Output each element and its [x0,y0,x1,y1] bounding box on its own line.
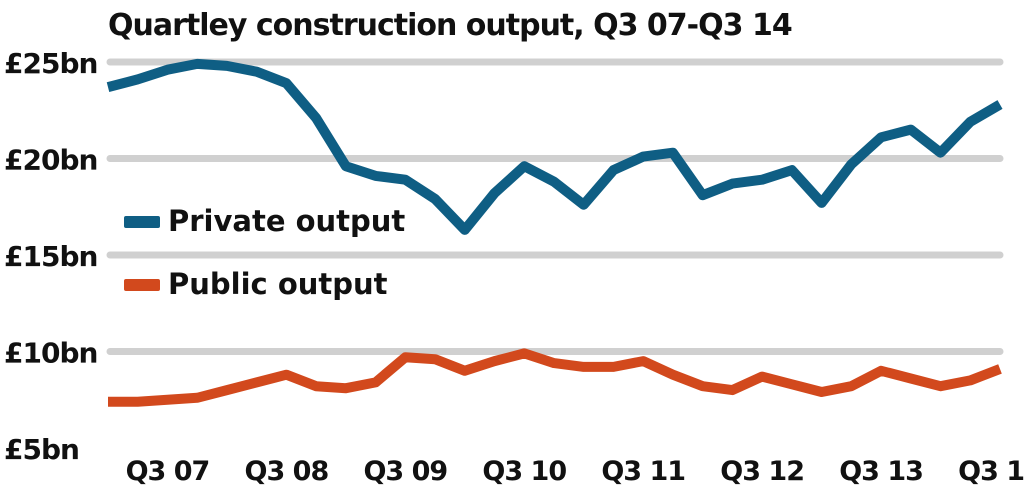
y-tick-label: £20bn [4,144,97,177]
series-lines [106,58,1003,407]
legend-swatch [124,216,160,228]
chart-title: Quartley construction output, Q3 07-Q3 1… [108,8,793,43]
x-tick-label: Q3 07 [126,456,210,487]
x-tick-label: Q3 14 [958,456,1024,487]
x-tick-label: Q3 13 [839,456,923,487]
x-tick-label: Q3 11 [601,456,685,487]
y-tick-label: £5bn [4,433,79,466]
legend: Private output Public output [124,204,405,301]
x-tick-label: Q3 12 [720,456,804,487]
x-tick-label: Q3 10 [482,456,566,487]
legend-swatch [124,279,160,291]
x-tick-label: Q3 09 [363,456,447,487]
x-tick-label: Q3 08 [245,456,329,487]
series-line-private [106,58,1003,235]
series-line-public [108,348,1002,407]
y-axis-ticks: £5bn £10bn £15bn £20bn £25bn [4,47,98,466]
y-tick-label: £15bn [4,240,97,273]
x-axis-ticks: Q3 07 Q3 08 Q3 09 Q3 10 Q3 11 Q3 12 Q3 13 Q3 14 [126,456,1024,487]
y-tick-label: £10bn [4,337,97,370]
y-tick-label: £25bn [4,47,97,80]
legend-label: Private output [168,204,405,238]
legend-label: Public output [168,267,388,301]
